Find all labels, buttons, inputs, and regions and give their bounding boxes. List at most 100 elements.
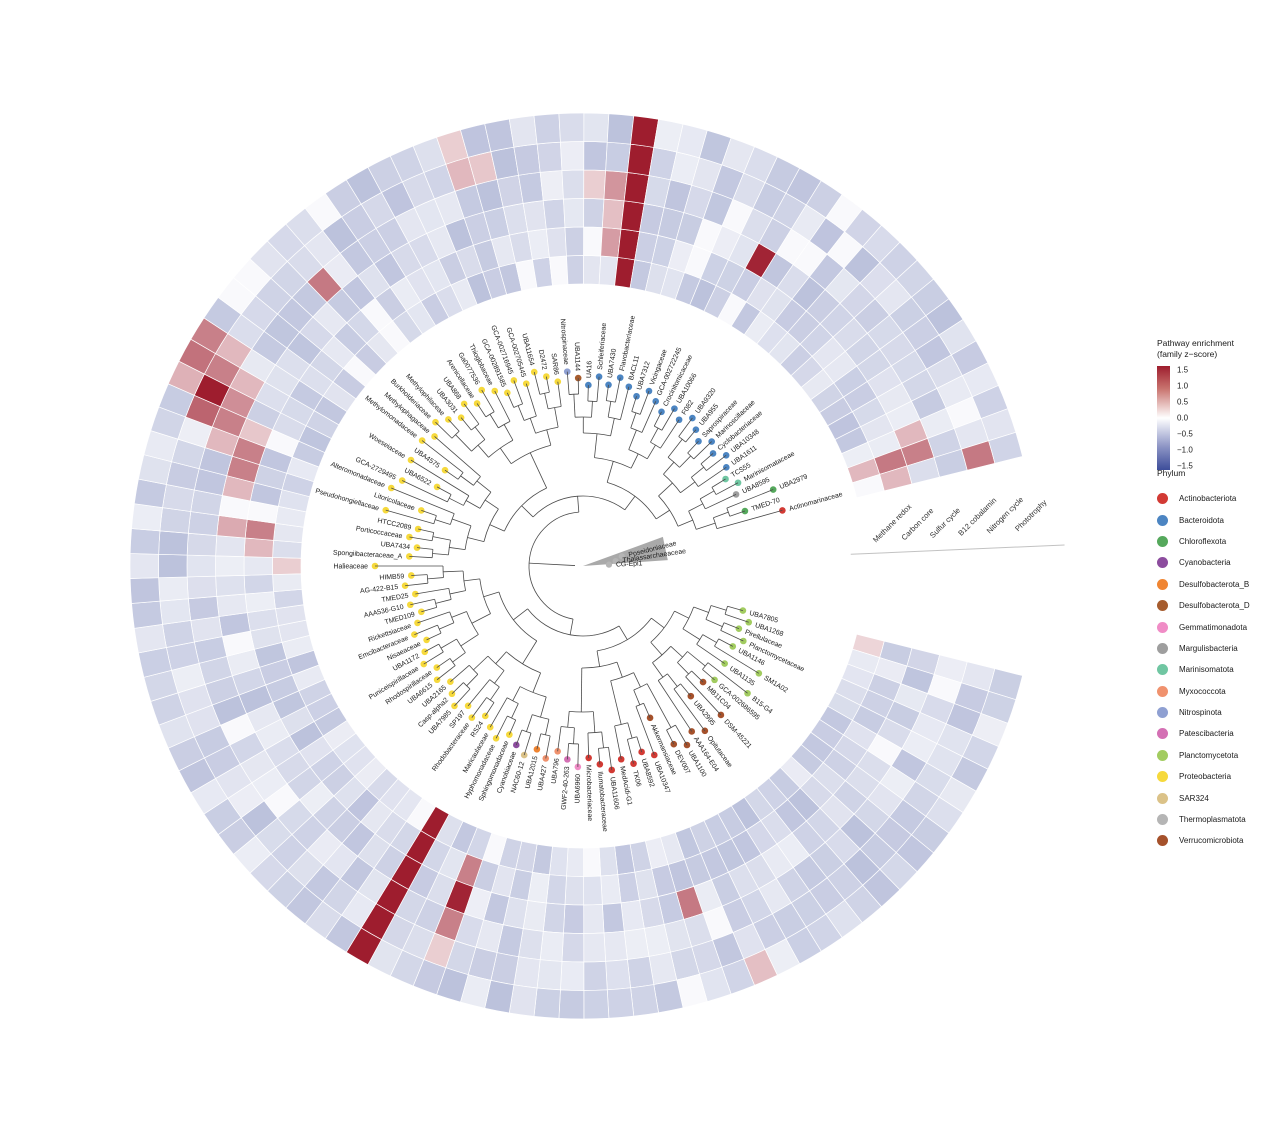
tree-branch	[460, 475, 474, 486]
tree-branch	[713, 511, 729, 519]
tree-branch	[667, 673, 678, 687]
tree-branch	[410, 598, 435, 606]
heatmap-cell	[600, 874, 622, 905]
tree-branch	[577, 496, 580, 513]
heatmap-cell	[542, 198, 566, 230]
tree-branch	[596, 376, 600, 402]
tree-branch	[577, 743, 579, 767]
tip-label: Microbacteriaceae	[584, 765, 593, 822]
tree-branch	[525, 383, 537, 417]
heatmap-cell	[558, 989, 585, 1020]
tree-branch	[521, 505, 534, 518]
tree-branch	[484, 499, 499, 510]
tree-branch	[540, 696, 547, 718]
heatmap-cell	[600, 227, 622, 258]
heatmap-cell	[536, 959, 563, 991]
heatmap-cell	[539, 170, 564, 202]
tree-branch	[415, 588, 449, 595]
tree-branch	[494, 670, 505, 684]
tree-branch	[573, 394, 576, 418]
tree-branch	[409, 536, 433, 542]
phylum-label: Gemmatimonadota	[1179, 622, 1248, 632]
heatmap-cell	[583, 112, 610, 143]
phylum-label: Thermoplasmatota	[1179, 815, 1246, 825]
tree-branch	[661, 408, 675, 431]
tree-branch	[631, 396, 637, 412]
tree-branch	[417, 611, 450, 624]
enrichment-legend-title-line2: (family z−score)	[1157, 348, 1218, 359]
tree-branch	[544, 393, 549, 409]
tree-branch	[653, 411, 662, 427]
tree-branch	[627, 722, 633, 739]
tree-branch	[605, 384, 609, 401]
tree-arc	[608, 416, 621, 421]
tree-branch	[643, 703, 651, 719]
tree-arc	[614, 722, 628, 727]
tree-branch	[710, 605, 727, 611]
phylum-label: Chloroflexota	[1179, 536, 1227, 546]
tip-label: UBA7434	[380, 541, 410, 551]
outgroup-tip-dot	[618, 553, 625, 560]
tree-branch	[421, 510, 437, 516]
tree-branch	[592, 711, 596, 733]
heatmap-cell	[988, 431, 1023, 464]
tree-branch	[473, 655, 489, 671]
tree-branch	[489, 686, 500, 701]
tree-arc	[498, 420, 511, 429]
tree-branch	[471, 613, 491, 624]
phylum-label: Planctomycetota	[1179, 750, 1239, 760]
phylum-label: Verrucomicrobiota	[1179, 836, 1244, 846]
heatmap-cell	[243, 537, 274, 558]
tree-branch	[450, 664, 470, 683]
tree-branch	[685, 429, 697, 443]
tree-branch	[495, 715, 508, 739]
phylum-legend-item: SAR324	[1157, 787, 1275, 808]
heatmap-cell	[583, 226, 603, 257]
tip-label: GWF2-40-263	[561, 766, 572, 810]
tree-branch	[436, 658, 451, 668]
tip-label: UBA2995	[692, 700, 716, 727]
tree-branch	[658, 482, 673, 497]
heatmap-cell	[603, 170, 628, 202]
phylum-legend: Phylum Actinobacteriota Bacteroidota Chlor…	[1157, 468, 1275, 852]
tree-branch	[405, 582, 428, 587]
tree-branch	[691, 466, 704, 478]
tip-label: UBA4575	[413, 447, 441, 470]
tree-branch	[532, 672, 541, 693]
tree-branch	[652, 662, 664, 678]
tree-arc	[685, 670, 692, 678]
phylum-legend-item: Bacteroidota	[1157, 509, 1275, 530]
colorbar-ticks: 1.5 1.0 0.5 0.0 −0.5 −1.0 −1.5	[1177, 366, 1237, 471]
heatmap-cell	[508, 115, 538, 148]
tree-branch	[606, 461, 614, 483]
tree-branch	[715, 482, 739, 495]
phylum-label: Desulfobacterota_B	[1179, 579, 1250, 589]
tree-branch	[452, 518, 472, 527]
tree-branch	[691, 670, 704, 683]
tree-branch	[448, 419, 460, 432]
tree-branch	[702, 634, 717, 643]
tree-branch	[454, 688, 471, 707]
tree-branch	[455, 434, 472, 452]
heatmap-cell	[560, 961, 585, 991]
tree-branch	[714, 645, 760, 674]
tree-branch	[601, 731, 604, 748]
tree-branch	[633, 672, 641, 688]
tree-branch	[481, 389, 495, 412]
heatmap-cell	[533, 987, 561, 1019]
phylum-dot-icon	[1157, 493, 1168, 505]
tip-label: UBA427	[537, 765, 549, 792]
heatmap-cell	[272, 557, 302, 575]
tree-branch	[682, 628, 701, 640]
tree-branch	[432, 536, 451, 541]
tree-branch	[424, 643, 440, 653]
tree-branch	[529, 562, 576, 566]
heatmap-cell	[583, 198, 605, 228]
tip-label: Woeseiaceae	[367, 432, 406, 460]
phylum-legend-item: Planctomycetota	[1157, 745, 1275, 766]
tree-branch	[418, 528, 434, 533]
tree-arc	[700, 463, 707, 471]
colorbar	[1157, 366, 1170, 471]
tree-branch	[705, 619, 723, 627]
phylum-dot-icon	[1157, 728, 1168, 740]
